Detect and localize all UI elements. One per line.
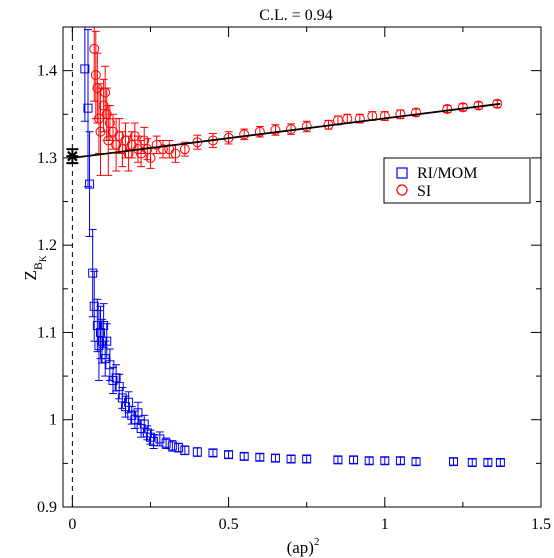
x-tick-label: 0 bbox=[68, 516, 76, 533]
data-point-rimom bbox=[92, 320, 102, 330]
x-axis-title: (ap)2 bbox=[287, 536, 320, 557]
data-point-si bbox=[104, 118, 115, 128]
x-tick-label: 1.5 bbox=[531, 516, 551, 533]
data-point-rimom bbox=[149, 437, 159, 447]
chart-title: C.L. = 0.94 bbox=[259, 7, 332, 24]
data-point-rimom bbox=[108, 375, 118, 385]
data-point-rimom bbox=[83, 103, 93, 113]
data-point-rimom bbox=[80, 64, 90, 74]
y-axis-title-subsub: K bbox=[38, 255, 48, 262]
data-point-rimom bbox=[467, 457, 477, 467]
data-point-si bbox=[354, 113, 365, 124]
data-point-si bbox=[254, 126, 265, 137]
data-point-si bbox=[270, 124, 281, 135]
data-point-rimom bbox=[95, 327, 105, 337]
data-point-rimom bbox=[161, 438, 171, 448]
data-point-si bbox=[239, 129, 250, 140]
y-tick-label: 0.9 bbox=[37, 499, 57, 516]
y-tick-label: 1.4 bbox=[37, 63, 57, 80]
data-point-si bbox=[411, 107, 422, 118]
data-point-rimom bbox=[99, 320, 109, 330]
data-point-rimom bbox=[88, 268, 98, 278]
legend-marker-rimom bbox=[396, 167, 408, 179]
extrapolated-star-marker bbox=[66, 150, 79, 162]
data-point-rimom bbox=[208, 448, 218, 458]
data-point-si bbox=[90, 70, 101, 80]
legend-label-rimom: RI/MOM bbox=[417, 165, 477, 182]
x-tick-label: 0.5 bbox=[219, 516, 239, 533]
data-point-rimom bbox=[102, 336, 112, 346]
data-point-rimom bbox=[224, 450, 234, 460]
data-point-rimom bbox=[85, 179, 95, 189]
data-point-si bbox=[170, 148, 181, 159]
data-point-rimom bbox=[380, 456, 390, 466]
data-point-rimom bbox=[114, 382, 124, 392]
y-axis-title-sub: B bbox=[31, 262, 45, 270]
data-point-rimom bbox=[483, 457, 493, 467]
axes: 0 0.5 1 1.5 0.9 1 1.1 1.2 1.3 1.4 bbox=[37, 26, 551, 533]
data-point-rimom bbox=[349, 455, 359, 465]
data-point-rimom bbox=[239, 451, 249, 461]
y-tick-label: 1.3 bbox=[37, 150, 57, 167]
data-point-rimom bbox=[167, 441, 177, 451]
y-tick-label: 1.1 bbox=[37, 324, 57, 341]
data-point-si bbox=[301, 121, 312, 132]
data-point-rimom bbox=[111, 373, 121, 383]
data-point-si bbox=[145, 152, 156, 163]
x-axis-title-text: (ap) bbox=[287, 538, 314, 557]
legend-label-si: SI bbox=[417, 183, 431, 200]
data-point-si bbox=[379, 111, 390, 122]
y-tick-label: 1.2 bbox=[37, 237, 57, 254]
y-axis-title-text: Z bbox=[21, 270, 40, 280]
data-point-rimom bbox=[180, 445, 190, 455]
data-point-rimom bbox=[395, 456, 405, 466]
data-point-rimom bbox=[139, 419, 149, 429]
data-point-si bbox=[492, 98, 503, 109]
y-axis-title: ZBK bbox=[21, 255, 48, 280]
data-point-rimom bbox=[333, 455, 343, 465]
data-point-si bbox=[157, 144, 168, 155]
data-point-rimom bbox=[286, 454, 296, 464]
fit-line bbox=[72, 102, 501, 159]
legend-box bbox=[383, 157, 531, 204]
data-point-si bbox=[395, 109, 406, 120]
data-point-rimom bbox=[449, 457, 459, 467]
data-point-rimom bbox=[411, 457, 421, 467]
data-point-rimom bbox=[192, 447, 202, 457]
x-axis-title-superscript: 2 bbox=[314, 536, 320, 548]
data-point-rimom bbox=[174, 443, 184, 453]
data-point-rimom bbox=[495, 457, 505, 467]
data-point-rimom bbox=[364, 456, 374, 466]
data-point-si bbox=[442, 104, 453, 115]
data-point-rimom bbox=[133, 408, 143, 418]
plot-clip-group bbox=[66, 27, 505, 507]
x-tick-label: 1 bbox=[381, 516, 389, 533]
legend-marker-si bbox=[396, 184, 408, 196]
legend: RI/MOM SI bbox=[383, 157, 531, 204]
data-point-si bbox=[139, 135, 150, 146]
data-point-rimom bbox=[302, 454, 312, 464]
plot-area bbox=[66, 27, 505, 507]
data-point-rimom bbox=[270, 453, 280, 463]
plot-frame bbox=[62, 26, 542, 508]
data-point-rimom bbox=[255, 452, 265, 462]
data-point-si bbox=[179, 144, 190, 155]
y-tick-label: 1 bbox=[49, 412, 57, 429]
